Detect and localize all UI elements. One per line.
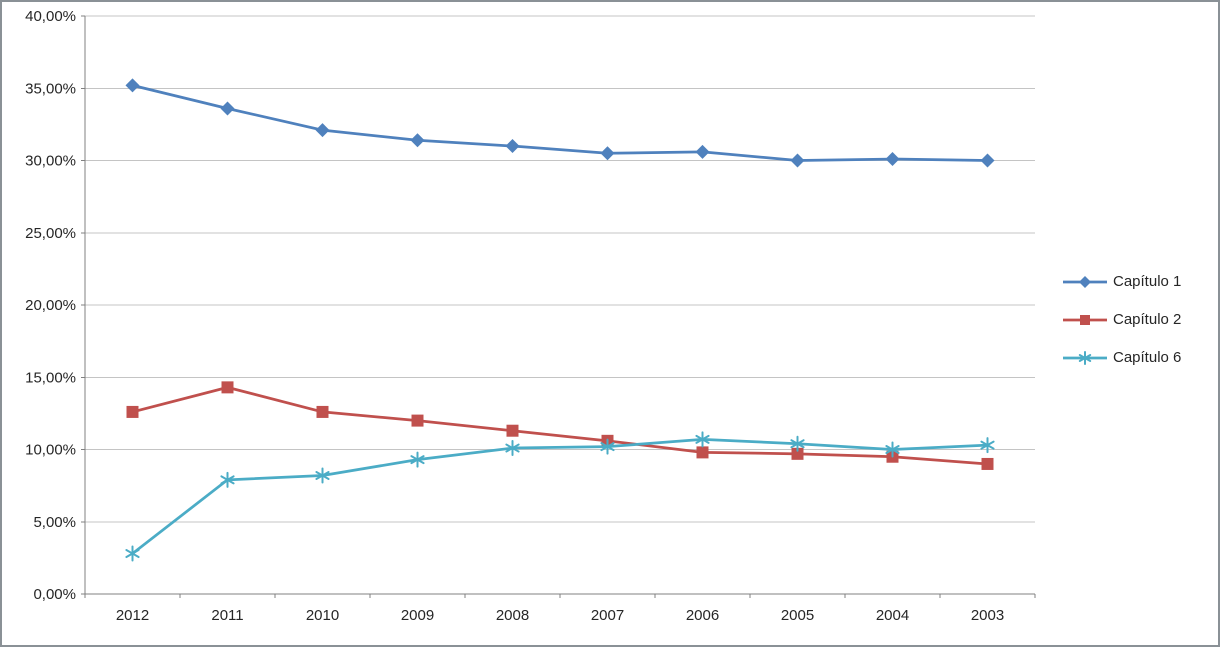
square-marker-icon [696,446,709,459]
asterisk-marker-icon [125,545,140,562]
asterisk-marker-icon [1078,350,1092,365]
square-marker-icon [981,457,994,470]
y-tick-label: 10,00% [25,442,76,459]
legend-asterisk-swatch [1063,350,1107,365]
square-marker-icon [411,414,424,427]
y-tick-label: 0,00% [33,586,76,603]
asterisk-marker-icon [505,440,520,457]
x-tick-label: 2003 [971,607,1004,624]
x-tick-label: 2008 [496,607,529,624]
asterisk-marker-icon [980,437,995,454]
series-line-0 [131,83,989,162]
chart-legend: Capítulo 1 Capítulo 2 Capítulo 6 [1062,273,1181,366]
diamond-marker-icon [220,101,235,116]
diamond-marker-icon [885,152,900,167]
diamond-marker-icon [790,153,805,168]
square-marker-icon [1080,314,1090,325]
legend-item: Capítulo 2 [1062,311,1181,328]
diamond-marker-icon [980,153,995,168]
diamond-marker-icon [695,144,710,159]
asterisk-marker-icon [695,431,710,448]
x-tick-label: 2012 [116,607,149,624]
asterisk-marker-icon [885,441,900,458]
legend-label: Capítulo 2 [1113,311,1182,328]
asterisk-marker-icon [600,438,615,455]
x-tick-label: 2005 [781,607,814,624]
legend-item: Capítulo 6 [1062,349,1181,366]
legend-diamond-swatch [1063,275,1107,288]
series-line-2 [131,438,989,555]
asterisk-marker-icon [220,471,235,488]
legend-square-swatch [1063,314,1107,325]
y-tick-label: 20,00% [25,297,76,314]
diamond-marker-icon [1079,275,1091,288]
square-marker-icon [221,381,234,394]
y-tick-label: 5,00% [33,514,76,531]
x-tick-label: 2007 [591,607,624,624]
diamond-marker-icon [600,146,615,161]
x-tick-label: 2006 [686,607,719,624]
y-tick-label: 35,00% [25,80,76,97]
diamond-marker-icon [125,78,140,93]
y-tick-label: 40,00% [25,8,76,25]
legend-label: Capítulo 1 [1113,273,1182,290]
square-marker-icon [506,424,519,437]
square-marker-icon [126,405,139,418]
diamond-marker-icon [315,123,330,138]
y-tick-label: 25,00% [25,225,76,242]
x-tick-label: 2010 [306,607,339,624]
asterisk-marker-icon [410,451,425,468]
series-line-1 [131,385,989,466]
legend-item: Capítulo 1 [1062,273,1181,290]
asterisk-marker-icon [315,467,330,484]
square-marker-icon [791,447,804,460]
x-tick-label: 2009 [401,607,434,624]
square-marker-icon [316,405,329,418]
y-tick-label: 30,00% [25,153,76,170]
asterisk-marker-icon [790,435,805,452]
legend-label: Capítulo 6 [1113,349,1182,366]
x-tick-label: 2011 [211,607,243,624]
diamond-marker-icon [410,133,425,148]
diamond-marker-icon [505,139,520,154]
y-tick-label: 15,00% [25,369,76,386]
x-tick-label: 2004 [876,607,909,624]
